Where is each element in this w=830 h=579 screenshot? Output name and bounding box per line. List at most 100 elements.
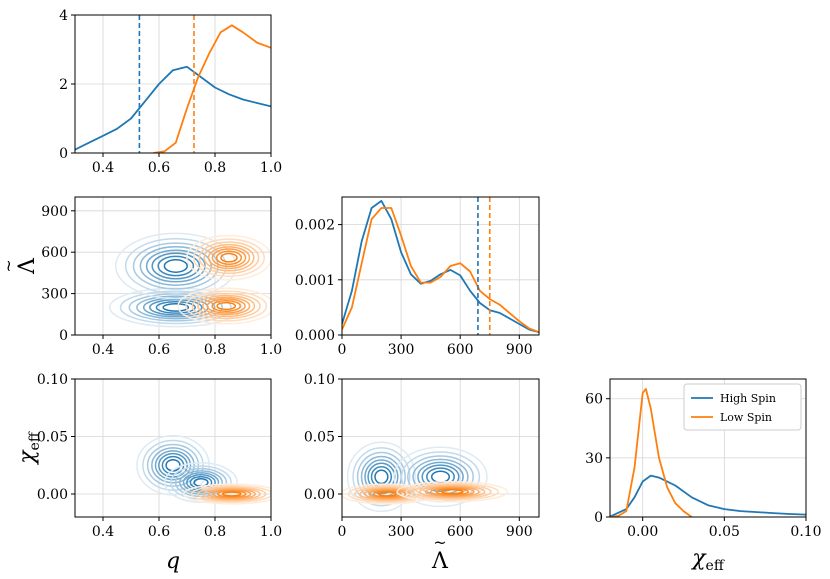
low-spin-contour-level	[206, 298, 246, 314]
x-tick-label: 0.8	[204, 342, 226, 358]
chi-y-axis-title: χeff	[15, 431, 43, 466]
x-tick-label: 600	[447, 524, 474, 540]
legend: High Spin Low Spin	[683, 383, 802, 431]
high-spin-contour-level	[154, 450, 192, 481]
high-spin-contour-level	[145, 249, 206, 283]
x-tick-label: 0.4	[92, 524, 114, 540]
plot-area	[342, 197, 539, 335]
high-spin-contour-level	[374, 469, 389, 485]
low-spin-contour-level	[185, 290, 268, 322]
svg-text:χeff: χeff	[690, 546, 725, 574]
low-spin-contour-level	[197, 486, 267, 502]
high-spin-contour-level	[182, 472, 220, 493]
y-tick-label: 0.00	[37, 487, 68, 503]
y-tick-label: 0.05	[304, 430, 335, 446]
low-spin-contour-level	[368, 489, 407, 499]
axes-frame	[609, 378, 807, 518]
low-spin-contour-level	[186, 234, 271, 281]
legend-low-spin-label: Low Spin	[720, 411, 772, 424]
low-spin-contour-level	[405, 482, 499, 501]
low-spin-contour-level	[197, 294, 256, 318]
high-spin-contour-level	[186, 473, 216, 492]
low-spin-contour-level	[221, 491, 242, 497]
low-spin-density-line	[153, 24, 271, 153]
plot-area	[610, 388, 806, 517]
x-tick-label: 600	[447, 342, 474, 358]
low-spin-contour-level	[191, 292, 261, 320]
low-spin-contour-level	[211, 248, 247, 268]
lambda-y-axis-title: Λ ~	[0, 257, 40, 275]
high-spin-contour-level	[346, 441, 416, 513]
low-spin-contour-level	[211, 300, 242, 312]
low-spin-contour-level	[215, 250, 243, 265]
low-spin-contour-level	[212, 489, 252, 499]
x-tick-label: 0	[338, 524, 347, 540]
low-spin-contour-level	[216, 490, 247, 498]
svg-text:χeff: χeff	[15, 431, 43, 466]
tilde-mark: ~	[433, 533, 446, 552]
high-spin-contour-level	[155, 300, 196, 314]
high-spin-contour-level	[162, 302, 190, 312]
x-tick-label: 0.05	[709, 524, 740, 540]
high-spin-contour-level	[149, 299, 203, 316]
legend-high-spin-label: High Spin	[720, 392, 776, 405]
high-spin-contour-level	[119, 290, 232, 325]
low-spin-contour-level	[202, 487, 261, 501]
high-spin-contour-level	[146, 443, 200, 487]
low-spin-contour-level	[435, 488, 470, 496]
low-spin-contour-level	[396, 481, 509, 503]
chi-x-subscript: eff	[706, 558, 725, 574]
high-spin-contour-level	[157, 255, 195, 277]
chi-x-symbol: χ	[690, 546, 707, 571]
high-spin-density-line	[610, 474, 806, 517]
axes-frame	[341, 196, 540, 336]
high-spin-contour-level	[417, 461, 464, 492]
tilde-mark: ~	[0, 259, 18, 272]
x-tick-label: 0.4	[92, 342, 114, 358]
x-tick-label: 1.0	[260, 160, 282, 176]
x-tick-label: 0.00	[627, 524, 658, 540]
y-tick-label: 0	[59, 146, 68, 162]
low-spin-contour-level	[220, 252, 238, 263]
high-spin-contour-level	[352, 447, 411, 507]
low-spin-contour-level	[207, 488, 256, 500]
high-spin-contour-level	[163, 259, 188, 273]
high-spin-contour-level	[151, 447, 195, 484]
y-tick-label: 900	[41, 204, 68, 220]
high-spin-contour-level	[364, 459, 399, 495]
high-spin-contour-level	[151, 252, 201, 280]
x-tick-label: 0.6	[148, 524, 170, 540]
x-tick-label: 0.6	[148, 342, 170, 358]
axes-frame	[74, 378, 272, 518]
low-spin-contour-level	[190, 484, 271, 504]
y-tick-label: 0.05	[37, 430, 68, 446]
high-spin-density-line	[75, 65, 271, 151]
low-spin-density-line	[610, 388, 693, 517]
x-tick-label: 0	[338, 342, 347, 358]
low-spin-contour-level	[377, 491, 397, 497]
x-tick-label: 1.0	[260, 524, 282, 540]
low-spin-contour-level	[207, 246, 251, 270]
low-spin-contour-level	[193, 238, 265, 278]
y-tick-label: 0.002	[295, 218, 335, 234]
x-tick-label: 0.10	[790, 524, 821, 540]
x-tick-label: 0.8	[204, 524, 226, 540]
high-spin-contour-level	[393, 446, 488, 508]
y-tick-label: 0.00	[304, 487, 335, 503]
y-tick-label: 30	[585, 451, 603, 467]
low-spin-contour-level	[412, 484, 492, 500]
x-tick-label: 300	[388, 524, 415, 540]
high-spin-contour-level	[132, 242, 219, 290]
low-spin-contour-level	[202, 296, 251, 316]
low-spin-contour-level	[372, 490, 402, 498]
x-tick-label: 0.6	[148, 160, 170, 176]
x-tick-label: 900	[506, 524, 533, 540]
x-tick-label: 900	[506, 342, 533, 358]
y-tick-label: 0	[59, 328, 68, 344]
x-tick-label: 0.4	[92, 160, 114, 176]
y-tick-label: 60	[585, 392, 603, 408]
lambda-x-axis-title: Λ ~	[431, 533, 449, 574]
lambda-marginal-panel: 0 300 600 900 0.000 0.001 0.002	[295, 196, 540, 358]
low-spin-density-line	[342, 207, 539, 334]
